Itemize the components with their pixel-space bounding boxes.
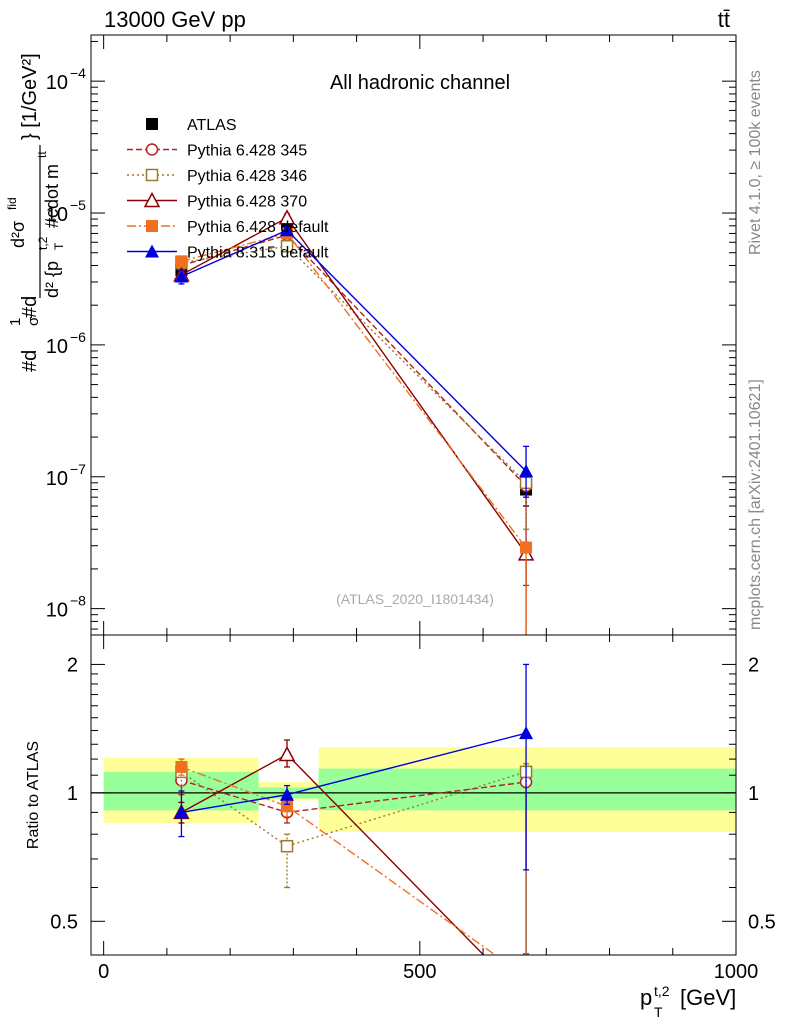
xlabel-sup: t,2 [654, 983, 670, 999]
main-y-tick-label: 10 [46, 336, 68, 358]
ylabel-numerator: d²σ [8, 221, 28, 248]
ylabel-denominator-sub: T [52, 242, 66, 250]
xlabel-p: p [640, 985, 652, 1010]
ratio-y-tick-label: 1 [67, 783, 78, 805]
legend-entry-pythia-6-428-default: Pythia 6.428 default [127, 219, 329, 236]
main-y-tick-exponent: −5 [70, 197, 86, 213]
ratio-y-tick-label-right: 2 [748, 654, 759, 676]
main-point-pythia-8-315-default [519, 464, 534, 478]
legend-marker-pythia-6-428-default [146, 220, 158, 232]
main-series-pythia-6-428-345 [175, 228, 533, 587]
ratio-series-pythia-6-428-default [175, 758, 497, 955]
legend-entry-pythia-6-428-346: Pythia 6.428 346 [127, 168, 307, 185]
x-tick-label: 0 [98, 961, 109, 983]
ylabel-one: 1 [7, 318, 24, 326]
legend-label-pythia-6-428-default: Pythia 6.428 default [187, 219, 329, 236]
ratio-point-pythia-8-315-default [174, 805, 189, 819]
legend-entry-pythia-6-428-345: Pythia 6.428 345 [127, 143, 307, 160]
main-line-pythia-6-428-default [181, 232, 527, 549]
ratio-line-pythia-6-428-346 [181, 771, 527, 847]
ratio-data-marks [91, 663, 736, 955]
legend-label-pythia-6-428-345: Pythia 6.428 345 [187, 143, 307, 160]
legend-label-pythia-8-315-default: Pythia 8.315 default [187, 245, 329, 262]
main-point-pythia-8-315-default [280, 223, 295, 237]
main-y-axis-label: #d 1 σ #d d²σ fid d² {p T t,2 #cdot m tt… [5, 53, 66, 372]
main-point-pythia-6-428-default [175, 255, 188, 268]
legend-entry-pythia-8-315-default: Pythia 8.315 default [127, 244, 329, 262]
ratio-point-pythia-6-428-default [175, 760, 188, 773]
ratio-axes: 0.5 0.5 1 1 2 2 0 500 1000 [50, 635, 776, 983]
main-panel: 10−410−510−610−710−8 All hadronic channe… [5, 34, 737, 636]
analysis-watermark: (ATLAS_2020_I1801434) [336, 591, 494, 607]
legend-entry-pythia-6-428-370: Pythia 6.428 370 [127, 191, 307, 211]
legend-marker-pythia-6-428-345 [145, 143, 159, 156]
main-y-tick-exponent: −6 [70, 329, 86, 345]
main-y-tick-exponent: −4 [70, 65, 86, 81]
x-axis-label: p T t,2 [GeV] [640, 983, 736, 1020]
main-y-tick-label: 10 [46, 600, 68, 622]
main-y-tick-label: 10 [46, 72, 68, 94]
svg-text:#d: #d [19, 350, 41, 372]
main-line-pythia-6-428-345 [181, 234, 527, 487]
ratio-frame [90, 634, 737, 956]
ratio-point-pythia-6-428-346 [280, 839, 294, 853]
ylabel-denominator: d² {p [42, 261, 62, 298]
main-y-axis: 10−410−510−610−710−8 [46, 35, 737, 635]
ylabel-d1: #d [19, 350, 41, 372]
mcplots-label: mcplots.cern.ch [arXiv:2401.10621] [747, 379, 764, 630]
ratio-point-pythia-8-315-default [519, 726, 534, 740]
rivet-label: Rivet 4.1.0, ≥ 100k events [747, 70, 764, 255]
ratio-panel: 0.5 0.5 1 1 2 2 0 500 1000 Ratio to ATLAS p T t,… [25, 634, 776, 1020]
ratio-point-pythia-8-315-default [280, 787, 295, 801]
ratio-y-axis-label: Ratio to ATLAS [25, 741, 42, 849]
ratio-point-pythia-6-428-default [281, 800, 294, 813]
ylabel-d2: #d [19, 296, 41, 318]
legend: ATLAS Pythia 6.428 345 Pythia 6.428 346 Pyt… [127, 117, 329, 262]
ratio-y-tick-label-right: 1 [748, 783, 759, 805]
legend-marker-atlas [146, 118, 158, 130]
legend-marker-pythia-8-315-default [145, 244, 159, 258]
ratio-y-tick-label: 2 [67, 654, 78, 676]
legend-marker-pythia-6-428-370 [143, 191, 161, 208]
main-y-tick-exponent: −8 [70, 593, 86, 609]
main-line-pythia-8-315-default [181, 229, 527, 472]
ratio-y-tick-label: 0.5 [50, 911, 78, 933]
ylabel-sigma: σ [25, 316, 42, 326]
ylabel-denominator-tail: #cdot m [42, 164, 62, 228]
legend-marker-pythia-6-428-346 [145, 168, 159, 182]
main-point-pythia-6-428-default [520, 541, 533, 554]
ratio-line-pythia-6-428-default [181, 766, 497, 955]
main-series-pythia-8-315-default [174, 223, 534, 498]
main-point-pythia-6-428-346 [280, 239, 294, 253]
legend-label-atlas: ATLAS [187, 117, 237, 134]
main-y-tick-label: 10 [46, 204, 68, 226]
collision-label: 13000 GeV pp [104, 7, 246, 32]
chart-title: All hadronic channel [330, 72, 510, 94]
legend-label-pythia-6-428-346: Pythia 6.428 346 [187, 168, 307, 185]
xlabel-sub: T [654, 1004, 663, 1020]
main-series-atlas [175, 223, 533, 507]
process-label: tt̄ [718, 7, 730, 32]
ylabel-numerator-sup: fid [5, 197, 19, 210]
legend-label-pythia-6-428-370: Pythia 6.428 370 [187, 194, 307, 211]
main-data-marks [173, 209, 535, 635]
legend-entry-atlas: ATLAS [146, 117, 237, 134]
xlabel-unit: [GeV] [680, 985, 736, 1010]
main-line-pythia-6-428-346 [181, 245, 527, 484]
ratio-series-pythia-8-315-default [174, 663, 534, 871]
ylabel-denominator-sup: t,2 [36, 236, 50, 250]
main-point-pythia-8-315-default [174, 269, 189, 283]
x-tick-label: 1000 [714, 961, 759, 983]
main-y-tick-label: 10 [46, 468, 68, 490]
main-line-pythia-6-428-370 [181, 216, 527, 555]
ylabel-unit: } [1/GeV²] [19, 53, 41, 140]
main-y-tick-exponent: −7 [70, 461, 86, 477]
x-tick-label: 500 [403, 961, 436, 983]
ratio-y-tick-label-right: 0.5 [748, 911, 776, 933]
ylabel-denominator-sup2: tt [35, 151, 49, 158]
ratio-point-pythia-6-428-370 [278, 745, 296, 762]
